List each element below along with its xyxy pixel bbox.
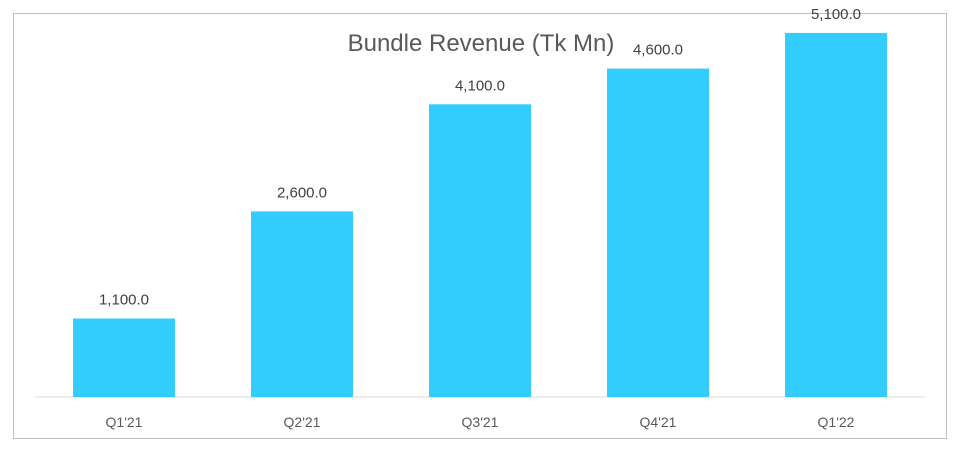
bar-5 bbox=[785, 32, 887, 398]
x-tick-labels-layer: Q1'21 Q2'21 Q3'21 Q4'21 Q1'22 bbox=[106, 414, 855, 430]
x-tick-label-2: Q2'21 bbox=[284, 414, 321, 430]
bars-layer bbox=[73, 32, 887, 398]
x-tick-label-4: Q4'21 bbox=[640, 414, 677, 430]
data-label-3: 4,100.0 bbox=[455, 77, 505, 94]
chart-title: Bundle Revenue (Tk Mn) bbox=[347, 30, 615, 57]
bar-2 bbox=[251, 211, 353, 397]
data-label-2: 2,600.0 bbox=[277, 184, 327, 201]
data-labels-layer: 1,100.0 2,600.0 4,100.0 4,600.0 5,100.0 bbox=[99, 6, 861, 309]
data-label-5: 5,100.0 bbox=[811, 6, 861, 23]
bar-1 bbox=[73, 318, 175, 397]
bar-3 bbox=[429, 104, 531, 398]
bar-4 bbox=[607, 68, 709, 397]
data-label-1: 1,100.0 bbox=[99, 292, 149, 309]
x-tick-label-5: Q1'22 bbox=[818, 414, 855, 430]
x-tick-label-1: Q1'21 bbox=[106, 414, 143, 430]
data-label-4: 4,600.0 bbox=[633, 42, 683, 59]
x-tick-label-3: Q3'21 bbox=[462, 414, 499, 430]
